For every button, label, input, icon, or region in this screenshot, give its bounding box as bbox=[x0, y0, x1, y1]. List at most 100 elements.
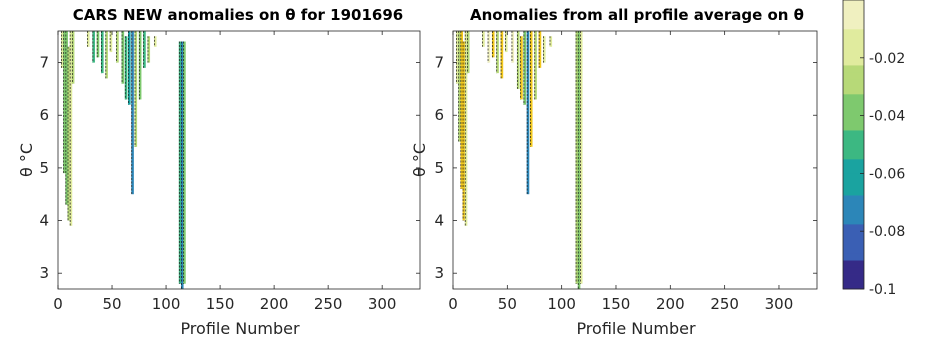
colorbar-tick-label-1: -0.04 bbox=[869, 109, 905, 125]
data-column-4 bbox=[464, 31, 468, 226]
colorbar-tick-label-3: -0.08 bbox=[869, 224, 905, 240]
right-chart-y-label: θ °C bbox=[410, 143, 429, 177]
data-column-2 bbox=[460, 31, 463, 189]
data-column-7 bbox=[92, 31, 95, 63]
data-column-1 bbox=[63, 31, 66, 174]
left-chart-plot-area: 0 50 100 150 200 250 300 3 4 5 6 7 bbox=[39, 30, 421, 313]
y-tick-label-1: 4 bbox=[434, 212, 444, 230]
data-column-19 bbox=[538, 31, 542, 68]
data-column-3 bbox=[67, 46, 71, 221]
colorbar-segment-20 bbox=[843, 137, 864, 145]
axes-frame bbox=[452, 30, 818, 290]
colorbar-tick-label-2: -0.06 bbox=[869, 166, 905, 182]
x-tick-label-6: 300 bbox=[765, 295, 794, 313]
data-column-1 bbox=[458, 31, 461, 142]
y-tick-label-0: 3 bbox=[39, 264, 49, 282]
colorbar-tick-label-0: -0.02 bbox=[869, 51, 905, 67]
data-column-22 bbox=[575, 31, 579, 284]
data-column-16 bbox=[526, 31, 530, 195]
colorbar-segment-28 bbox=[843, 79, 864, 88]
data-column-11 bbox=[109, 31, 113, 53]
x-tick-label-1: 50 bbox=[102, 295, 121, 313]
colorbar-segment-0 bbox=[843, 281, 864, 290]
colorbar-segment-31 bbox=[843, 57, 864, 66]
left-chart-panel: CARS NEW anomalies on θ for 1901696 θ °C… bbox=[17, 6, 421, 338]
right-chart-title: Anomalies from all profile average on θ bbox=[470, 6, 804, 24]
x-tick-label-2: 100 bbox=[547, 295, 576, 313]
data-column-21 bbox=[153, 36, 157, 47]
colorbar-segment-4 bbox=[843, 252, 864, 261]
colorbar-segment-25 bbox=[843, 101, 864, 109]
colorbar-segment-34 bbox=[843, 36, 864, 44]
colorbar-segment-18 bbox=[843, 151, 864, 160]
left-chart-x-label: Profile Number bbox=[180, 319, 300, 338]
y-tick-label-2: 5 bbox=[39, 159, 49, 177]
colorbar-segment-1 bbox=[843, 274, 864, 283]
data-column-15 bbox=[128, 31, 131, 105]
colorbar-segment-27 bbox=[843, 86, 864, 95]
data-column-8 bbox=[96, 31, 100, 58]
data-column-16 bbox=[131, 31, 134, 195]
colorbar-segment-10 bbox=[843, 209, 864, 218]
y-tick-label-2: 5 bbox=[434, 159, 444, 177]
y-tick-label-4: 7 bbox=[39, 54, 49, 72]
right-chart-x-label: Profile Number bbox=[576, 319, 696, 338]
y-tick-label-3: 6 bbox=[434, 106, 444, 124]
x-tick-label-6: 300 bbox=[368, 295, 397, 313]
data-column-23 bbox=[180, 41, 184, 289]
colorbar-segment-13 bbox=[843, 187, 864, 196]
x-tick-label-5: 250 bbox=[314, 295, 343, 313]
data-column-13 bbox=[516, 31, 520, 89]
colorbar-segment-37 bbox=[843, 14, 864, 23]
colorbar-segment-6 bbox=[843, 238, 864, 247]
left-chart-y-label: θ °C bbox=[17, 143, 36, 177]
x-tick-label-0: 0 bbox=[53, 295, 63, 313]
colorbar: -0.02 -0.04 -0.06 -0.08 -0.1 bbox=[842, 0, 905, 298]
data-column-5 bbox=[71, 31, 75, 84]
data-column-15 bbox=[523, 31, 527, 105]
data-column-24 bbox=[579, 31, 583, 284]
right-chart-plot-area: 0 50 100 150 200 250 300 3 4 5 6 7 bbox=[434, 30, 818, 313]
colorbar-segment-3 bbox=[843, 260, 864, 268]
colorbar-segment-11 bbox=[843, 202, 864, 210]
data-column-10 bbox=[105, 31, 108, 79]
data-column-24 bbox=[183, 41, 186, 284]
data-column-22 bbox=[178, 41, 182, 284]
axes-frame bbox=[57, 30, 421, 290]
data-column-0 bbox=[61, 31, 64, 68]
data-column-18 bbox=[534, 31, 537, 100]
data-column-7 bbox=[487, 31, 491, 63]
data-column-10 bbox=[500, 31, 504, 79]
colorbar-segment-38 bbox=[843, 7, 864, 15]
x-tick-label-2: 100 bbox=[152, 295, 181, 313]
data-column-12 bbox=[116, 31, 119, 63]
data-column-17 bbox=[529, 31, 533, 147]
colorbar-segment-30 bbox=[843, 65, 864, 73]
colorbar-segment-19 bbox=[843, 144, 864, 153]
x-tick-label-5: 250 bbox=[710, 295, 739, 313]
x-tick-label-1: 50 bbox=[498, 295, 517, 313]
data-column-0 bbox=[456, 31, 459, 84]
colorbar-segment-36 bbox=[843, 21, 864, 30]
data-column-20 bbox=[542, 36, 546, 63]
colorbar-tick-label-4: -0.1 bbox=[869, 282, 896, 298]
data-column-21 bbox=[549, 36, 553, 47]
data-column-12 bbox=[511, 31, 515, 63]
colorbar-segment-23 bbox=[843, 115, 864, 124]
data-column-8 bbox=[491, 31, 495, 58]
y-tick-label-0: 3 bbox=[434, 264, 444, 282]
colorbar-segment-8 bbox=[843, 223, 864, 232]
data-column-14 bbox=[520, 36, 523, 100]
data-column-13 bbox=[121, 31, 125, 84]
data-column-2 bbox=[65, 31, 68, 205]
right-chart-panel: Anomalies from all profile average on θ … bbox=[410, 6, 818, 338]
colorbar-segment-32 bbox=[843, 50, 864, 59]
colorbar-segment-35 bbox=[843, 28, 864, 37]
colorbar-segment-14 bbox=[843, 180, 864, 189]
colorbar-segment-12 bbox=[843, 195, 864, 203]
x-tick-label-0: 0 bbox=[448, 295, 458, 313]
x-tick-label-4: 200 bbox=[656, 295, 685, 313]
x-tick-label-4: 200 bbox=[260, 295, 289, 313]
